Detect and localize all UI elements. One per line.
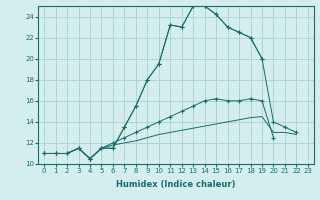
X-axis label: Humidex (Indice chaleur): Humidex (Indice chaleur) bbox=[116, 180, 236, 189]
